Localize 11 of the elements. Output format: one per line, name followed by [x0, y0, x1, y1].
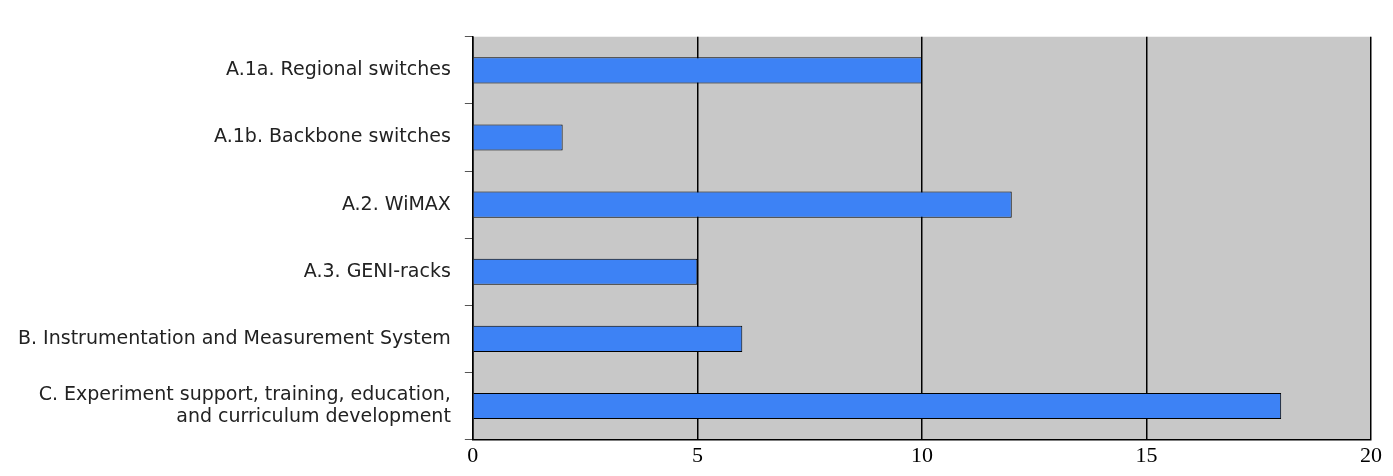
x-tick-label: 20 [1360, 441, 1382, 467]
y-tick-label: B. Instrumentation and Measurement System [18, 325, 451, 348]
x-tick-label: 5 [691, 441, 703, 467]
y-tick-label: C. Experiment support, training, education, and curriculum development [38, 381, 451, 427]
x-tick-label: 0 [467, 441, 479, 467]
y-tick-label: A.3. GENI-racks [303, 258, 451, 281]
y-tick-label: A.1b. Backbone switches [214, 124, 451, 147]
y-tick-label: A.2. WiMAX [341, 191, 451, 214]
x-tick-label: 10 [910, 441, 933, 467]
y-tick-label: A.1a. Regional switches [226, 57, 451, 80]
x-tick-label: 15 [1135, 441, 1158, 467]
